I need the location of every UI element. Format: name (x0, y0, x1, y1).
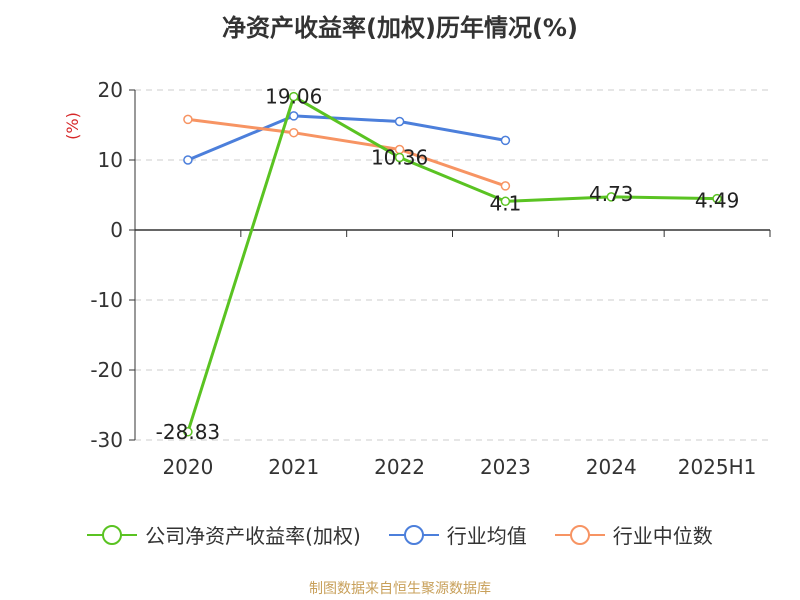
y-tick-label: 20 (98, 78, 123, 102)
legend-swatch (87, 524, 138, 545)
legend-item: 行业中位数 (554, 520, 713, 549)
data-point (606, 192, 616, 202)
data-point (183, 114, 193, 125)
x-tick-label: 2020 (162, 455, 213, 479)
data-label: 4.49 (695, 189, 740, 213)
x-tick-label: 2024 (586, 455, 637, 479)
series-line (186, 95, 718, 433)
legend-label: 行业均值 (446, 524, 527, 548)
legend-swatch (388, 524, 439, 545)
data-point (183, 155, 193, 165)
y-tick-label: -20 (90, 358, 123, 382)
legend-label: 行业中位数 (612, 524, 713, 548)
legend-swatch-marker (102, 524, 123, 545)
chart-title: 净资产收益率(加权)历年情况(%) (222, 14, 578, 42)
data-label: -28.83 (156, 420, 220, 444)
data-point (712, 193, 722, 204)
data-label: 4.1 (490, 191, 522, 215)
chart-legend: 公司净资产收益率(加权) 行业均值 行业中位数 (0, 520, 800, 549)
x-tick-label: 2025H1 (678, 455, 757, 479)
y-tick-label: 0 (110, 218, 123, 242)
x-tick-label: 2021 (268, 455, 319, 479)
data-label: 19.06 (265, 85, 322, 109)
data-point (289, 111, 299, 121)
legend-label: 公司净资产收益率(加权) (145, 524, 361, 548)
data-point (289, 127, 299, 138)
legend-item: 行业均值 (388, 520, 527, 549)
y-axis-label: (%) (63, 112, 82, 140)
data-point (183, 427, 193, 437)
legend-item: 公司净资产收益率(加权) (87, 520, 361, 549)
data-label: 10.36 (371, 145, 428, 169)
x-tick-label: 2022 (374, 455, 425, 479)
series-line (187, 114, 506, 162)
data-source-note: 制图数据来自恒生聚源数据库 (309, 581, 491, 597)
data-point (500, 196, 511, 207)
y-tick-label: -10 (90, 288, 123, 312)
data-point (500, 181, 511, 191)
data-point (500, 135, 511, 146)
data-point (394, 152, 405, 163)
y-tick-label: -30 (90, 428, 123, 452)
legend-swatch-marker (403, 524, 424, 545)
legend-swatch-marker (569, 524, 590, 545)
y-tick-label: 10 (98, 148, 123, 172)
data-point (394, 116, 405, 127)
x-tick-label: 2023 (480, 455, 531, 479)
data-point (289, 91, 299, 102)
legend-swatch (554, 524, 605, 545)
series-line (187, 117, 506, 188)
data-label: 4.73 (589, 182, 634, 206)
